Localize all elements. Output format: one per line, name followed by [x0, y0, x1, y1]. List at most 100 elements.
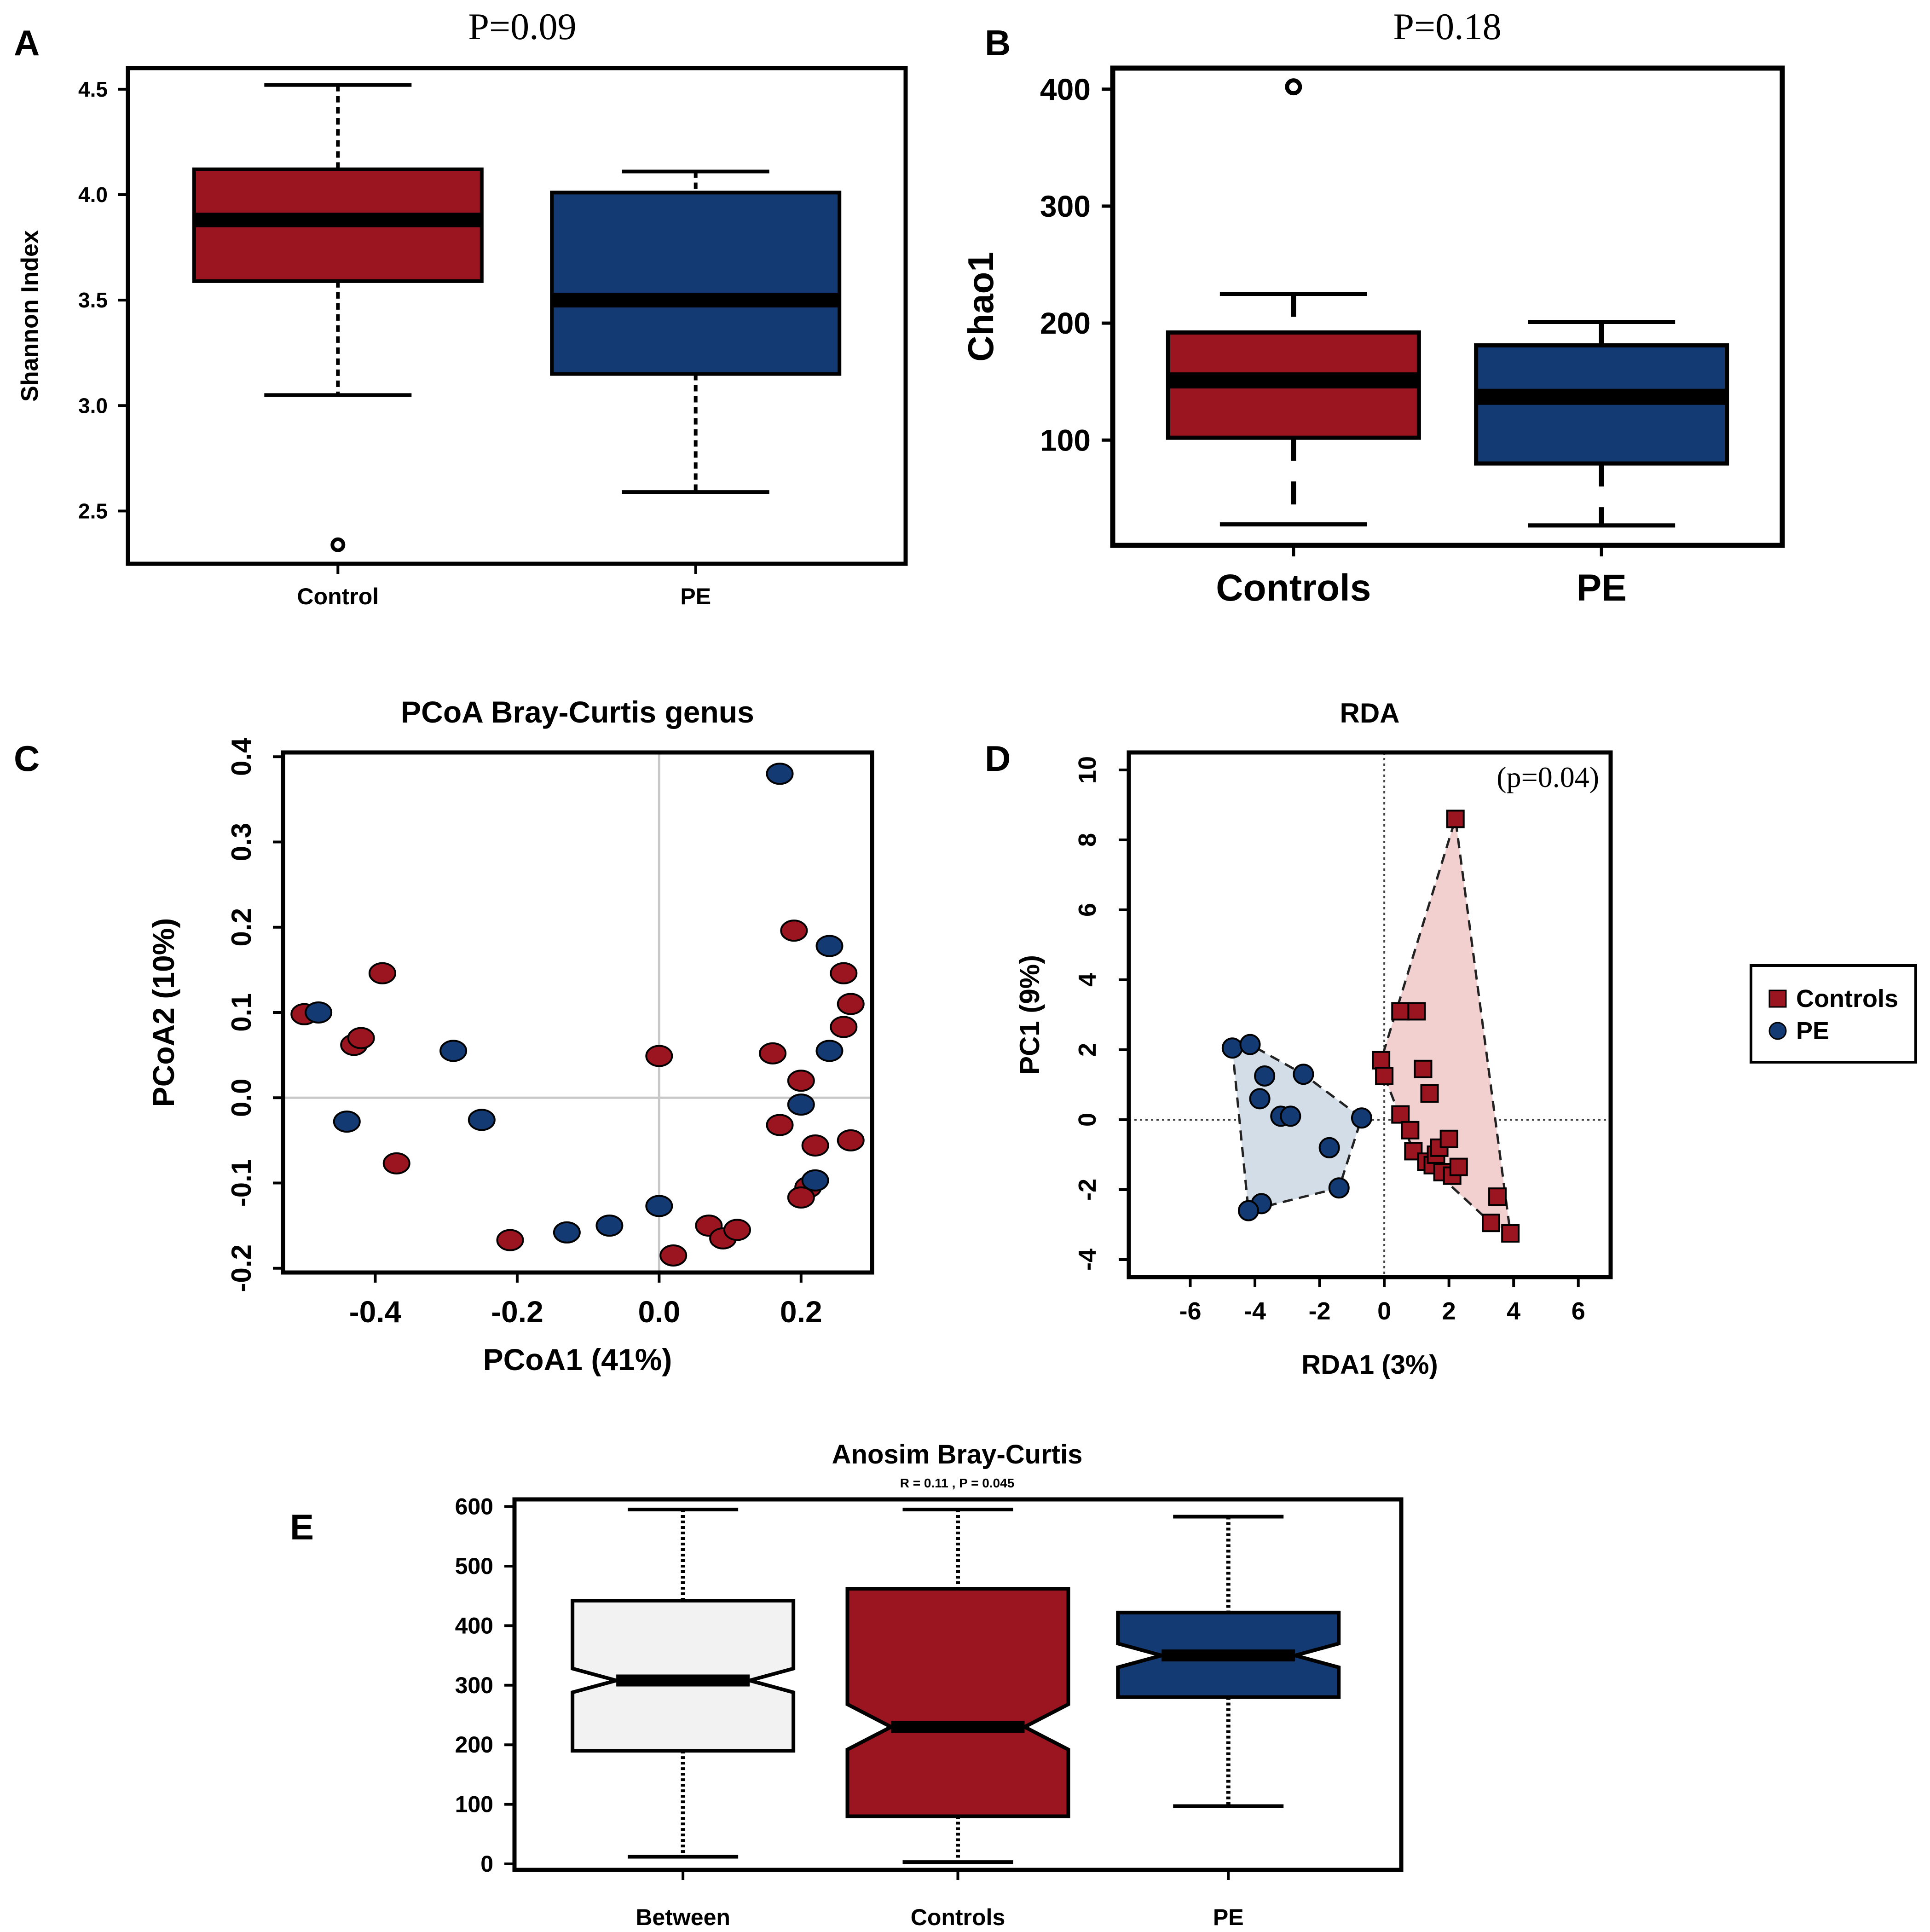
y-tick-label-5: 6 — [1074, 903, 1101, 917]
legend-marker-pe — [1768, 1022, 1787, 1040]
point-controls-19 — [1482, 1214, 1501, 1232]
y-tick-label-1: -0.1 — [226, 1159, 257, 1207]
x-label-between: Between — [636, 1904, 730, 1930]
x-tick-label-3: 0.2 — [780, 1295, 822, 1329]
x-axis-label: PCoA1 (41%) — [483, 1342, 672, 1377]
point-control-5 — [496, 1229, 524, 1251]
point-control-4 — [382, 1152, 410, 1174]
panel-letter-d: D — [985, 738, 1011, 779]
x-label-controls: Controls — [911, 1904, 1005, 1930]
panel-d-rda-scatter: -6 -4 -2 0 2 4 6 -4 -2 0 2 4 6 8 10 RDA1 (3%) PC1 (9%) RD… — [1014, 698, 1917, 1380]
point-pe-9 — [1328, 1177, 1350, 1199]
plot-frame — [281, 750, 874, 1275]
y-tick-label-0: -4 — [1074, 1249, 1101, 1271]
outlier-controls-0 — [1285, 78, 1302, 96]
point-pe-7 — [766, 763, 794, 785]
chart-title: RDA — [1340, 698, 1400, 729]
x-label-pe: PE — [680, 584, 711, 609]
x-tick-label-1: -0.2 — [491, 1295, 543, 1329]
point-controls-2 — [1407, 1002, 1426, 1021]
point-pe-10 — [787, 1093, 815, 1116]
point-controls-4 — [1420, 1084, 1439, 1103]
panel-letter-e: E — [290, 1507, 314, 1547]
x-tick-label-1: -4 — [1244, 1297, 1266, 1325]
point-control-6 — [645, 1045, 673, 1067]
y-tick-label-3: 0.1 — [226, 993, 257, 1031]
point-pe-4 — [553, 1221, 581, 1244]
point-control-11 — [780, 920, 808, 942]
point-controls-20 — [1501, 1224, 1520, 1243]
panel-letter-c: C — [14, 738, 40, 779]
y-tick-label-3: 4.0 — [78, 183, 108, 207]
point-control-17 — [766, 1114, 794, 1136]
y-axis-label: PC1 (9%) — [1014, 955, 1045, 1075]
outlier-control-0 — [330, 537, 346, 552]
x-tick-label-6: 6 — [1572, 1297, 1585, 1325]
y-axis-label: Chao1 — [960, 252, 1001, 361]
point-control-3 — [347, 1027, 375, 1049]
point-control-16 — [787, 1070, 815, 1092]
y-tick-label-5: 0.3 — [226, 823, 257, 861]
x-axis-label: RDA1 (3%) — [1301, 1350, 1438, 1380]
y-tick-label-0: 2.5 — [78, 499, 108, 523]
point-pe-2 — [439, 1040, 468, 1062]
legend-label-pe: PE — [1796, 1017, 1829, 1045]
y-tick-label-4: 4.5 — [78, 77, 108, 101]
point-control-13 — [837, 993, 865, 1015]
y-tick-label-2: 3.5 — [78, 288, 108, 312]
legend-marker-controls — [1768, 989, 1787, 1008]
y-tick-label-3: 300 — [455, 1672, 493, 1698]
point-pe-6 — [645, 1195, 673, 1217]
point-controls-3 — [1414, 1059, 1433, 1078]
panel-letter-a: A — [14, 23, 40, 63]
point-pe-3 — [468, 1109, 496, 1131]
chart-title: P=0.18 — [1393, 6, 1501, 47]
y-tick-label-1: -2 — [1074, 1179, 1101, 1201]
point-control-9 — [723, 1219, 751, 1241]
point-controls-18 — [1488, 1187, 1507, 1206]
chart-title: Anosim Bray-Curtis — [832, 1440, 1083, 1469]
x-label-pe: PE — [1576, 567, 1626, 609]
point-pe-0 — [305, 1001, 333, 1024]
point-pe-9 — [815, 1040, 844, 1062]
y-tick-label-3: 2 — [1074, 1043, 1101, 1057]
x-tick-label-5: 4 — [1507, 1297, 1520, 1325]
y-tick-label-2: 300 — [1040, 189, 1091, 223]
point-pe-8 — [1318, 1137, 1340, 1158]
point-control-15 — [759, 1042, 787, 1064]
chart-title: P=0.09 — [468, 6, 576, 47]
point-pe-7 — [1351, 1107, 1372, 1129]
y-tick-label-6: 600 — [455, 1494, 493, 1520]
x-tick-label-2: 0.0 — [638, 1295, 680, 1329]
point-controls-8 — [1401, 1121, 1420, 1140]
y-tick-label-2: 0 — [1074, 1113, 1101, 1127]
point-controls-1 — [1391, 1002, 1410, 1021]
point-pe-5 — [1280, 1105, 1301, 1127]
x-tick-label-4: 2 — [1442, 1297, 1456, 1325]
chart-title: PCoA Bray-Curtis genus — [401, 695, 754, 729]
legend-box — [1750, 964, 1917, 1064]
box-pe — [550, 191, 842, 376]
point-pe-11 — [1237, 1200, 1259, 1221]
box-controls — [845, 1587, 1070, 1818]
x-tick-label-0: -0.4 — [349, 1295, 402, 1329]
point-control-19 — [801, 1134, 829, 1157]
y-tick-label-7: 10 — [1074, 756, 1101, 784]
point-pe-2 — [1254, 1065, 1276, 1087]
x-label-control: Control — [297, 584, 379, 609]
x-label-pe: PE — [1213, 1904, 1244, 1930]
point-controls-6 — [1375, 1067, 1394, 1085]
y-tick-label-2: 200 — [455, 1732, 493, 1758]
y-tick-label-0: -0.2 — [226, 1244, 257, 1292]
y-axis-label: PCoA2 (10%) — [146, 918, 180, 1107]
panel-a-shannon-boxplot: 2.5 3.0 3.5 4.0 4.5 Control PE Shannon Index P=0… — [17, 6, 908, 609]
point-control-18 — [837, 1129, 865, 1151]
point-pe-11 — [801, 1169, 829, 1192]
y-tick-label-4: 4 — [1074, 973, 1101, 987]
point-controls-5 — [1372, 1051, 1391, 1070]
point-pe-3 — [1249, 1088, 1271, 1110]
legend-label-controls: Controls — [1796, 985, 1898, 1012]
x-tick-label-2: -2 — [1309, 1297, 1331, 1325]
point-controls-7 — [1391, 1105, 1410, 1124]
y-tick-label-6: 8 — [1074, 833, 1101, 847]
